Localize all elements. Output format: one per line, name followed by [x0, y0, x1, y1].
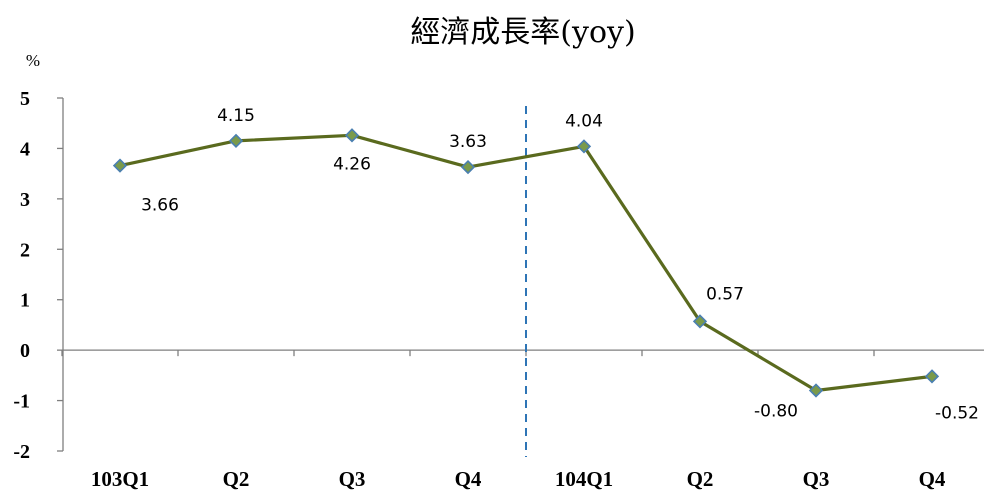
y-tick-label: 3: [20, 189, 30, 211]
x-tick-label: Q4: [455, 467, 482, 491]
data-label: 3.63: [449, 132, 487, 152]
x-tick-labels: 103Q1 Q2 Q3 Q4 104Q1 Q2 Q3 Q4: [91, 467, 946, 491]
chart-title: 經濟成長率(yoy): [410, 15, 635, 50]
data-point-marker: [692, 314, 708, 329]
y-tick-label: -2: [13, 441, 30, 463]
data-point-marker: [460, 159, 476, 175]
series-group: [112, 128, 940, 398]
y-tick-label: 2: [20, 239, 30, 261]
y-tick-label: -1: [13, 391, 30, 413]
series-line: [119, 133, 933, 393]
y-tick-label: 0: [20, 340, 30, 362]
x-tick-label: Q3: [339, 467, 366, 491]
data-label: -0.80: [754, 401, 798, 421]
data-label: 3.66: [141, 196, 179, 216]
data-label: 0.57: [706, 284, 744, 304]
y-tick-label: 5: [20, 88, 30, 110]
x-tick-label: 103Q1: [91, 467, 149, 491]
data-point-marker: [112, 158, 128, 173]
data-point-marker: [924, 369, 940, 384]
x-tick-label: Q2: [687, 467, 714, 491]
data-label: 4.15: [217, 106, 255, 126]
data-point-marker: [344, 128, 360, 143]
data-label: -0.52: [935, 403, 979, 423]
data-label-group: 3.66 4.15 4.26 3.63 4.04 0.57 -0.80 -0.52: [141, 106, 979, 424]
x-tick-label: Q4: [919, 467, 946, 491]
data-point-marker: [576, 139, 592, 154]
y-tick-label: 4: [20, 138, 30, 160]
x-tick-label: Q2: [223, 467, 250, 491]
data-label: 4.26: [333, 154, 371, 174]
y-tick-labels: 5 4 3 2 1 0 -1 -2: [13, 88, 30, 463]
data-point-marker: [228, 133, 244, 148]
y-axis-unit-label: %: [26, 51, 40, 70]
data-label: 4.04: [565, 111, 603, 131]
y-tick-label: 1: [20, 290, 30, 312]
x-tick-label: 104Q1: [555, 467, 613, 491]
axes: [57, 97, 984, 452]
x-tick-label: Q3: [803, 467, 830, 491]
data-point-marker: [808, 383, 824, 398]
